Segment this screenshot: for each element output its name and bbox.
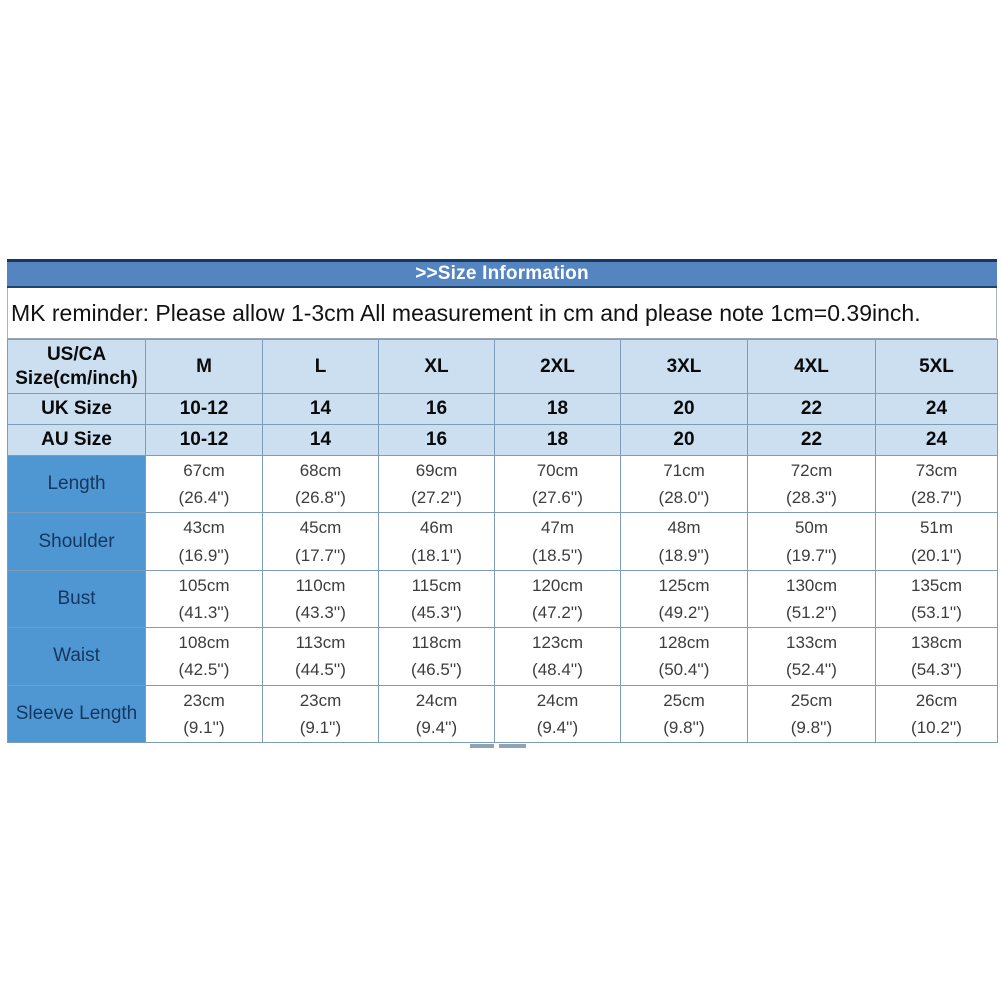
cell: 18: [494, 424, 621, 456]
cell: 108cm (42.5''): [145, 627, 263, 686]
au-size-row: AU Size 10-12 14 16 18 20 22 24: [7, 424, 998, 456]
cell: 51m (20.1''): [875, 512, 998, 571]
cell: 10-12: [145, 393, 263, 425]
cell: 48m (18.9''): [620, 512, 748, 571]
corner-header-usca-size: US/CA Size(cm/inch): [7, 339, 146, 394]
cell: 50m (19.7''): [747, 512, 876, 571]
cell: 123cm (48.4''): [494, 627, 621, 686]
scrollbar-artifact-mark: [470, 744, 526, 748]
size-info-title-bar: >>Size Information: [7, 259, 997, 288]
cell: 22: [747, 424, 876, 456]
waist-row: Waist 108cm (42.5'') 113cm (44.5'') 118c…: [7, 627, 998, 686]
cell: 110cm (43.3''): [262, 569, 379, 629]
cell: 14: [262, 424, 379, 456]
cell: 47m (18.5''): [494, 512, 621, 571]
size-table: US/CA Size(cm/inch) M L XL 2XL 3XL 4XL 5…: [7, 339, 998, 743]
cell: 25cm (9.8''): [747, 684, 876, 743]
cell: 128cm (50.4''): [620, 627, 748, 686]
row-label-shoulder: Shoulder: [7, 512, 146, 571]
cell: 73cm (28.7''): [875, 454, 998, 514]
cell: 72cm (28.3''): [747, 454, 876, 514]
row-label-waist: Waist: [7, 627, 146, 686]
column-header-4xl: 4XL: [747, 339, 876, 394]
column-header-3xl: 3XL: [620, 339, 748, 394]
cell: 125cm (49.2''): [620, 569, 748, 629]
column-header-2xl: 2XL: [494, 339, 621, 394]
cell: 133cm (52.4''): [747, 627, 876, 686]
row-label-bust: Bust: [7, 569, 146, 629]
cell: 67cm (26.4''): [145, 454, 263, 514]
cell: 24: [875, 424, 998, 456]
cell: 118cm (46.5''): [378, 627, 495, 686]
cell: 14: [262, 393, 379, 425]
length-row: Length 67cm (26.4'') 68cm (26.8'') 69cm …: [7, 454, 998, 514]
cell: 135cm (53.1''): [875, 569, 998, 629]
cell: 68cm (26.8''): [262, 454, 379, 514]
cell: 43cm (16.9''): [145, 512, 263, 571]
row-label-length: Length: [7, 454, 146, 514]
cell: 70cm (27.6''): [494, 454, 621, 514]
cell: 120cm (47.2''): [494, 569, 621, 629]
cell: 45cm (17.7''): [262, 512, 379, 571]
column-header-m: M: [145, 339, 263, 394]
table-header-row: US/CA Size(cm/inch) M L XL 2XL 3XL 4XL 5…: [7, 339, 998, 394]
size-information-panel: >>Size Information MK reminder: Please a…: [7, 259, 998, 743]
uk-size-row: UK Size 10-12 14 16 18 20 22 24: [7, 393, 998, 425]
shoulder-row: Shoulder 43cm (16.9'') 45cm (17.7'') 46m…: [7, 512, 998, 571]
cell: 69cm (27.2''): [378, 454, 495, 514]
cell: 46m (18.1''): [378, 512, 495, 571]
column-header-5xl: 5XL: [875, 339, 998, 394]
cell: 115cm (45.3''): [378, 569, 495, 629]
row-label-uk-size: UK Size: [7, 393, 146, 425]
cell: 71cm (28.0''): [620, 454, 748, 514]
cell: 22: [747, 393, 876, 425]
cell: 24cm (9.4''): [494, 684, 621, 743]
sleeve-length-row: Sleeve Length 23cm (9.1'') 23cm (9.1'') …: [7, 684, 998, 743]
row-label-au-size: AU Size: [7, 424, 146, 456]
cell: 20: [620, 393, 748, 425]
cell: 113cm (44.5''): [262, 627, 379, 686]
cell: 26cm (10.2''): [875, 684, 998, 743]
cell: 138cm (54.3''): [875, 627, 998, 686]
size-info-title: >>Size Information: [415, 263, 589, 284]
cell: 24cm (9.4''): [378, 684, 495, 743]
row-label-sleeve-length: Sleeve Length: [7, 684, 146, 743]
cell: 25cm (9.8''): [620, 684, 748, 743]
reminder-row: MK reminder: Please allow 1-3cm All meas…: [7, 288, 997, 339]
cell: 16: [378, 424, 495, 456]
bust-row: Bust 105cm (41.3'') 110cm (43.3'') 115cm…: [7, 569, 998, 629]
reminder-text: MK reminder: Please allow 1-3cm All meas…: [11, 299, 921, 326]
cell: 105cm (41.3''): [145, 569, 263, 629]
cell: 23cm (9.1''): [262, 684, 379, 743]
cell: 23cm (9.1''): [145, 684, 263, 743]
cell: 20: [620, 424, 748, 456]
column-header-l: L: [262, 339, 379, 394]
cell: 18: [494, 393, 621, 425]
cell: 10-12: [145, 424, 263, 456]
cell: 24: [875, 393, 998, 425]
cell: 16: [378, 393, 495, 425]
cell: 130cm (51.2''): [747, 569, 876, 629]
column-header-xl: XL: [378, 339, 495, 394]
